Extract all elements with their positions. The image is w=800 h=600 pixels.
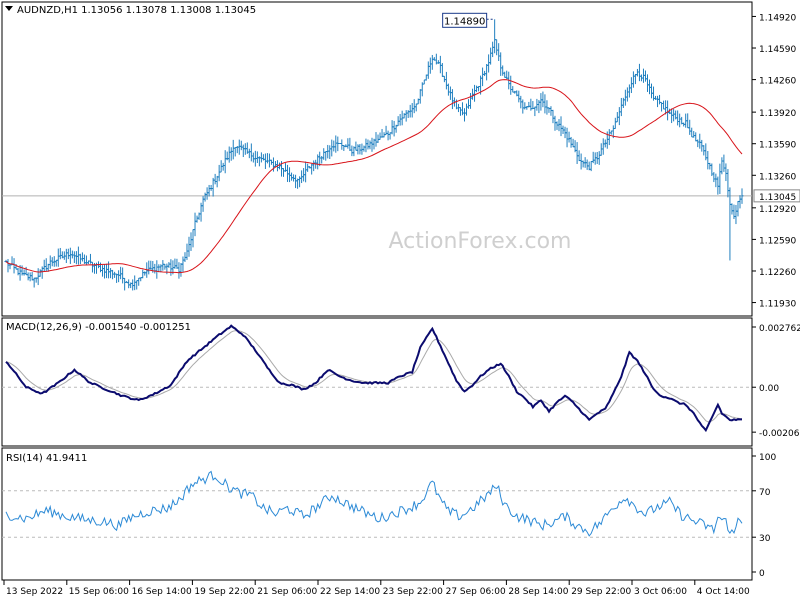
x-tick-label: 3 Oct 06:00 bbox=[634, 587, 687, 597]
rsi-title: RSI(14) 41.9411 bbox=[6, 453, 87, 464]
x-tick-label: 19 Sep 22:00 bbox=[194, 587, 254, 597]
macd-signal-line bbox=[5, 330, 743, 423]
rsi-layer bbox=[2, 470, 752, 538]
x-tick-label: 22 Sep 14:00 bbox=[320, 587, 380, 597]
high-marker-box bbox=[442, 12, 488, 28]
rsi-panel-frame bbox=[1, 447, 753, 581]
macd-line bbox=[5, 324, 742, 433]
macd-layer bbox=[2, 324, 752, 433]
watermark: ActionForex.com bbox=[389, 229, 572, 254]
price-y-tick-label: 1.12590 bbox=[759, 236, 796, 246]
x-tick-label: 29 Sep 22:00 bbox=[571, 587, 631, 597]
x-tick-label: 4 Oct 14:00 bbox=[697, 587, 750, 597]
price-y-tick-label: 1.14920 bbox=[759, 13, 796, 23]
price-y-tick-label: 1.13590 bbox=[759, 141, 796, 151]
rsi-y-tick-label: 70 bbox=[759, 488, 771, 498]
current-price-label: 1.13045 bbox=[759, 193, 796, 203]
current-price-box bbox=[753, 189, 800, 203]
price-y-tick-label: 1.12920 bbox=[759, 205, 796, 215]
x-tick-label: 16 Sep 14:00 bbox=[132, 587, 192, 597]
x-tick-label: 21 Sep 06:00 bbox=[257, 587, 317, 597]
dropdown-arrow-icon[interactable] bbox=[5, 6, 13, 11]
ma-line bbox=[5, 79, 743, 274]
x-tick-label: 15 Sep 06:00 bbox=[69, 587, 129, 597]
price-y-tick-label: 1.13260 bbox=[759, 172, 796, 182]
macd-y-tick-label: 0.00 bbox=[759, 384, 779, 394]
price-layer: 1.14890 bbox=[2, 12, 752, 291]
rsi-y-tick-label: 0 bbox=[759, 569, 765, 579]
price-panel-frame bbox=[1, 1, 753, 317]
axis-layer: 1.14920 1.14590 1.14260 1.13920 1.13590 1.132… bbox=[3, 13, 800, 597]
x-tick-label: 28 Sep 14:00 bbox=[508, 587, 568, 597]
x-tick-label: 13 Sep 2022 bbox=[6, 587, 63, 597]
price-y-tick-label: 1.14260 bbox=[759, 77, 796, 87]
rsi-y-tick-label: 100 bbox=[759, 453, 776, 463]
high-marker-label: 1.14890 bbox=[444, 16, 485, 27]
price-y-tick-label: 1.12260 bbox=[759, 268, 796, 278]
rsi-line bbox=[5, 470, 743, 537]
macd-panel-frame bbox=[1, 317, 753, 447]
price-y-tick-label: 1.11930 bbox=[759, 300, 796, 310]
x-tick-label: 23 Sep 22:00 bbox=[383, 587, 443, 597]
macd-y-tick-label: 0.002762 bbox=[759, 324, 800, 334]
symbol-header: AUDNZD,H1 1.13056 1.13078 1.13008 1.1304… bbox=[17, 5, 256, 16]
x-tick-label: 27 Sep 06:00 bbox=[446, 587, 506, 597]
price-y-tick-label: 1.13920 bbox=[759, 109, 796, 119]
macd-title: MACD(12,26,9) -0.001540 -0.001251 bbox=[6, 322, 191, 333]
price-y-tick-label: 1.14590 bbox=[759, 45, 796, 55]
rsi-y-tick-label: 30 bbox=[759, 534, 771, 544]
